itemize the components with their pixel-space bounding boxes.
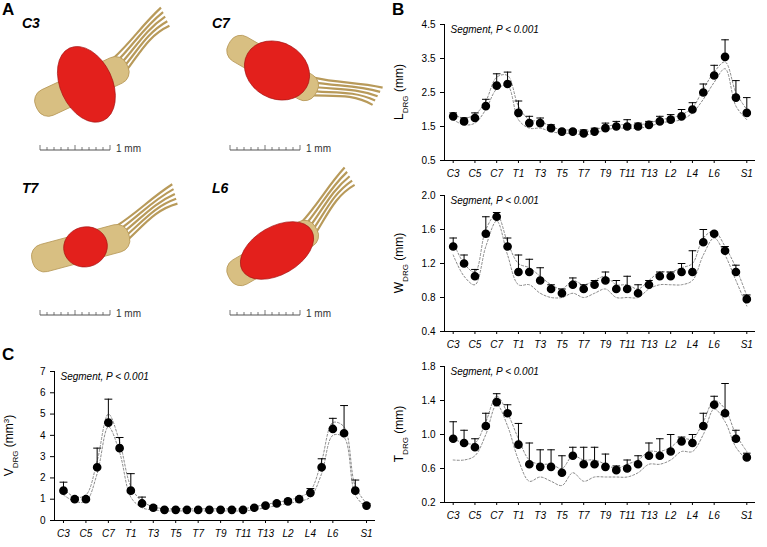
svg-text:T11: T11	[619, 339, 636, 350]
svg-text:T11: T11	[619, 168, 636, 179]
svg-text:1 mm: 1 mm	[306, 308, 331, 319]
svg-text:T3: T3	[534, 510, 546, 521]
svg-text:TDRG (mm): TDRG (mm)	[392, 406, 410, 462]
svg-text:1 mm: 1 mm	[116, 143, 141, 154]
html-text:B: B	[392, 0, 405, 19]
svg-text:T7: T7	[192, 528, 204, 539]
svg-text:L2: L2	[665, 510, 677, 521]
svg-text:L2: L2	[665, 339, 677, 350]
svg-text:S1: S1	[741, 168, 753, 179]
svg-text:T13: T13	[640, 510, 658, 521]
svg-text:L6: L6	[709, 168, 721, 179]
svg-text:T1: T1	[513, 168, 525, 179]
svg-text:1.5: 1.5	[422, 121, 436, 132]
svg-text:T5: T5	[556, 339, 568, 350]
svg-text:L2: L2	[665, 168, 677, 179]
svg-text:T5: T5	[556, 510, 568, 521]
svg-text:1.6: 1.6	[422, 224, 436, 235]
svg-text:C3: C3	[447, 339, 460, 350]
svg-text:C7: C7	[490, 510, 503, 521]
svg-text:T9: T9	[600, 168, 612, 179]
svg-text:1.0: 1.0	[422, 429, 436, 440]
svg-text:T3: T3	[147, 528, 159, 539]
svg-text:0.4: 0.4	[422, 326, 436, 337]
svg-text:C5: C5	[80, 528, 93, 539]
svg-text:C5: C5	[469, 339, 482, 350]
svg-text:6: 6	[40, 387, 46, 398]
svg-text:4.5: 4.5	[422, 19, 436, 30]
svg-text:0.2: 0.2	[422, 497, 436, 508]
svg-text:C7: C7	[212, 15, 231, 31]
svg-text:T13: T13	[640, 168, 658, 179]
svg-text:T7: T7	[22, 180, 40, 196]
svg-text:C5: C5	[469, 510, 482, 521]
svg-text:L6: L6	[212, 180, 229, 196]
svg-text:1.8: 1.8	[422, 361, 436, 372]
svg-text:Segment, P < 0.001: Segment, P < 0.001	[451, 366, 539, 377]
svg-text:S1: S1	[360, 528, 372, 539]
html-text:A: A	[2, 0, 15, 19]
svg-text:C5: C5	[469, 168, 482, 179]
svg-text:1 mm: 1 mm	[116, 308, 141, 319]
svg-text:S1: S1	[741, 339, 753, 350]
svg-text:T13: T13	[257, 528, 275, 539]
svg-text:C3: C3	[57, 528, 70, 539]
svg-text:T7: T7	[578, 510, 590, 521]
svg-text:3.5: 3.5	[422, 53, 436, 64]
svg-text:S1: S1	[741, 510, 753, 521]
svg-text:T11: T11	[235, 528, 252, 539]
svg-text:L4: L4	[687, 339, 699, 350]
svg-text:L4: L4	[687, 510, 699, 521]
svg-text:T9: T9	[215, 528, 227, 539]
svg-text:T3: T3	[534, 339, 546, 350]
svg-text:C3: C3	[22, 15, 40, 31]
svg-text:LDRG (mm): LDRG (mm)	[392, 64, 410, 120]
svg-text:0: 0	[40, 515, 46, 526]
svg-text:C7: C7	[102, 528, 115, 539]
svg-text:7: 7	[40, 366, 46, 377]
svg-text:T1: T1	[513, 339, 525, 350]
svg-text:T7: T7	[578, 339, 590, 350]
svg-text:WDRG (mm): WDRG (mm)	[392, 233, 410, 293]
svg-text:T13: T13	[640, 339, 658, 350]
svg-text:L4: L4	[687, 168, 699, 179]
svg-text:L4: L4	[305, 528, 317, 539]
svg-text:Segment, P < 0.001: Segment, P < 0.001	[61, 371, 149, 382]
svg-text:T1: T1	[513, 510, 525, 521]
svg-text:4: 4	[40, 430, 46, 441]
svg-text:L6: L6	[709, 510, 721, 521]
svg-text:C7: C7	[490, 339, 503, 350]
svg-text:T1: T1	[125, 528, 137, 539]
svg-text:C3: C3	[447, 168, 460, 179]
svg-text:5: 5	[40, 408, 46, 419]
svg-text:L6: L6	[327, 528, 339, 539]
svg-text:0.8: 0.8	[422, 292, 436, 303]
svg-text:T11: T11	[619, 510, 636, 521]
svg-text:L6: L6	[709, 339, 721, 350]
svg-text:1.4: 1.4	[422, 395, 436, 406]
svg-text:VDRG (mm3): VDRG (mm3)	[2, 415, 20, 477]
html-text:C: C	[2, 345, 15, 364]
svg-text:T7: T7	[578, 168, 590, 179]
svg-text:2.5: 2.5	[422, 87, 436, 98]
svg-text:0.5: 0.5	[422, 155, 436, 166]
svg-text:T5: T5	[556, 168, 568, 179]
svg-text:0.6: 0.6	[422, 463, 436, 474]
svg-text:T5: T5	[170, 528, 182, 539]
svg-text:Segment, P < 0.001: Segment, P < 0.001	[451, 195, 539, 206]
svg-text:1: 1	[40, 493, 46, 504]
svg-text:C3: C3	[447, 510, 460, 521]
svg-text:Segment, P < 0.001: Segment, P < 0.001	[451, 24, 539, 35]
svg-text:1 mm: 1 mm	[306, 143, 331, 154]
svg-text:T3: T3	[534, 168, 546, 179]
svg-text:C7: C7	[490, 168, 503, 179]
svg-text:L2: L2	[282, 528, 294, 539]
svg-text:3: 3	[40, 451, 46, 462]
svg-text:T9: T9	[600, 510, 612, 521]
svg-text:1.2: 1.2	[422, 258, 436, 269]
svg-text:2: 2	[40, 472, 46, 483]
svg-text:T9: T9	[600, 339, 612, 350]
svg-text:2.0: 2.0	[422, 190, 436, 201]
